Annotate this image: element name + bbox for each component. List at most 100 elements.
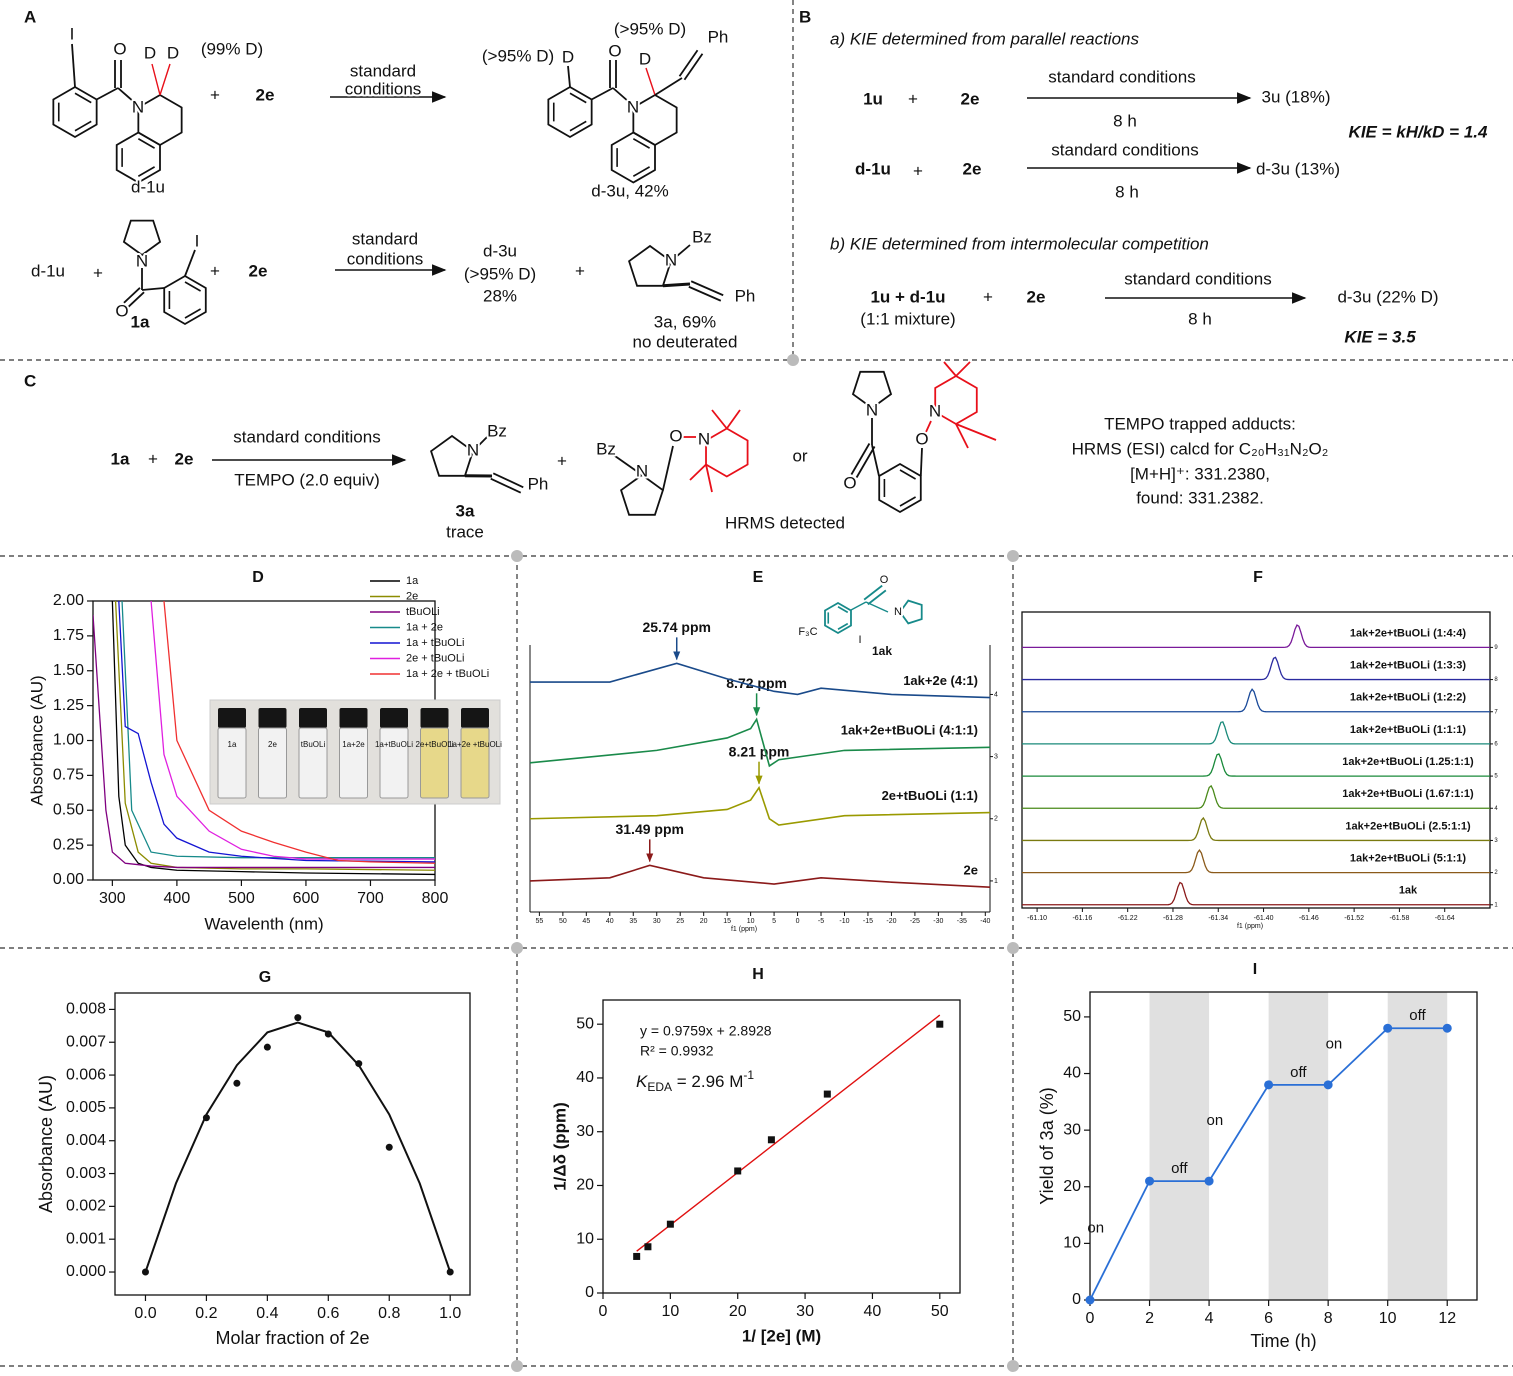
y-tick-label: 10 [1063, 1235, 1081, 1252]
scheme-text: KIE = kH/kD = 1.4 [1349, 122, 1488, 141]
y-tick-label: 50 [576, 1015, 594, 1032]
scheme-text: C [24, 371, 36, 390]
bond [141, 287, 165, 291]
trace-label: 1ak+2e+tBuOLi (2.5:1:1) [1345, 820, 1471, 832]
bond [863, 584, 883, 601]
y-axis-label: 1/Δδ (ppm) [550, 1102, 569, 1191]
panel-title: I [1253, 961, 1257, 978]
bond [955, 423, 969, 449]
bond [184, 281, 201, 292]
nmr-trace [1022, 848, 1490, 874]
peak-label: 25.74 ppm [642, 619, 710, 635]
bond [943, 361, 957, 377]
spectrum-line [163, 601, 435, 864]
scheme-text: 2e [249, 261, 268, 280]
x-tick-label: 0.6 [317, 1305, 339, 1322]
scheme-text: Bz [692, 227, 712, 246]
x-tick-label: -61.58 [1389, 915, 1409, 922]
vial-cap [299, 708, 327, 728]
y-tick-label: 1.75 [53, 627, 84, 644]
bond [159, 63, 171, 96]
ring [610, 131, 656, 184]
bond [865, 601, 889, 613]
bond [74, 92, 92, 104]
scheme-text: standard conditions [233, 427, 380, 446]
k-eda: KEDA = 2.96 M-1 [636, 1068, 754, 1094]
x-tick-label: 0.2 [195, 1305, 217, 1322]
y-tick-label: 0 [1072, 1291, 1081, 1308]
scheme-text: d-3u [483, 241, 517, 260]
spectrum-trace [529, 785, 991, 826]
structure-label: O [880, 574, 889, 586]
structure-label: 1ak [872, 644, 892, 658]
scheme-text: d-1u [31, 261, 65, 280]
legend-label: 1a + tBuOLi [406, 637, 464, 649]
vial-label: 1a+2e [342, 740, 365, 749]
scheme-text: d-1u [855, 159, 891, 178]
vial-cap [380, 708, 408, 728]
bond [688, 285, 722, 302]
scheme-text: + [210, 261, 220, 280]
r-squared: R² = 0.9932 [640, 1043, 714, 1059]
data-point [823, 1090, 831, 1098]
x-tick-label: 6 [1264, 1310, 1273, 1327]
x-tick-label: -30 [933, 918, 943, 925]
x-tick-label: 2 [1145, 1310, 1154, 1327]
scheme-text: B [799, 7, 811, 26]
scheme-text: I [195, 231, 200, 250]
scheme-text: d-3u (22% D) [1337, 287, 1438, 306]
scheme-text: O [843, 473, 856, 492]
y-tick-label: 0.75 [53, 767, 84, 784]
bond [645, 67, 656, 96]
bond [683, 53, 704, 81]
y-tick-label: 9 [1494, 645, 1498, 651]
y-tick-label: 2 [1494, 870, 1498, 876]
vial [339, 727, 368, 799]
panel-title: H [752, 966, 764, 983]
scheme-text: O [113, 39, 126, 58]
y-tick-label: 1.50 [53, 662, 84, 679]
scheme-text: O [608, 41, 621, 60]
scheme-text: standard conditions [1124, 269, 1271, 288]
x-tick-label: 10 [1379, 1310, 1397, 1327]
y-tick-label: 0.004 [66, 1132, 106, 1149]
data-point [633, 1252, 641, 1260]
nmr-trace [1022, 624, 1490, 649]
scheme-text: N [698, 429, 710, 448]
data-point [202, 1114, 210, 1122]
trace-label: 1ak+2e+tBuOLi (1:3:3) [1350, 659, 1466, 671]
scheme-text: HRMS (ESI) calcd for C₂₀H₃₁N₂O₂ [1072, 439, 1329, 458]
bond [690, 280, 724, 297]
y-tick-label: 8 [1494, 677, 1498, 683]
x-tick-label: -61.52 [1344, 915, 1364, 922]
x-tick-label: 8 [1324, 1310, 1333, 1327]
panel-title: D [252, 569, 264, 586]
scheme-text: b) KIE determined from intermolecular co… [830, 234, 1209, 253]
spectrum-line [93, 614, 435, 869]
segment-label: off [1409, 1007, 1426, 1024]
x-tick-label: -61.34 [1208, 915, 1228, 922]
ring [632, 93, 678, 147]
data-point [1204, 1176, 1214, 1186]
data-point [446, 1268, 454, 1276]
y-tick-label: 40 [576, 1069, 594, 1086]
y-tick-label: 30 [1063, 1121, 1081, 1138]
x-tick-label: -20 [886, 918, 896, 925]
scheme-text: TEMPO (2.0 equiv) [234, 470, 380, 489]
scheme-text: D [639, 49, 651, 68]
scheme-text: a) KIE determined from parallel reaction… [830, 29, 1139, 48]
x-tick-label: -61.40 [1254, 915, 1274, 922]
scheme-text: 8 h [1115, 182, 1139, 201]
plot-area [93, 601, 435, 876]
x-tick-label: 12 [1438, 1310, 1456, 1327]
bond [670, 244, 691, 262]
segment-label: on [1326, 1036, 1343, 1053]
structure-label: N [894, 606, 902, 618]
x-tick-label: 4 [1205, 1310, 1214, 1327]
scheme-text: 2e [175, 449, 194, 468]
scheme-text: 2e [961, 89, 980, 108]
vial-label: 2e [268, 740, 277, 749]
data-point [1323, 1080, 1333, 1090]
y-tick-label: 0.001 [66, 1230, 106, 1247]
y-tick-label: 0.000 [66, 1263, 106, 1280]
